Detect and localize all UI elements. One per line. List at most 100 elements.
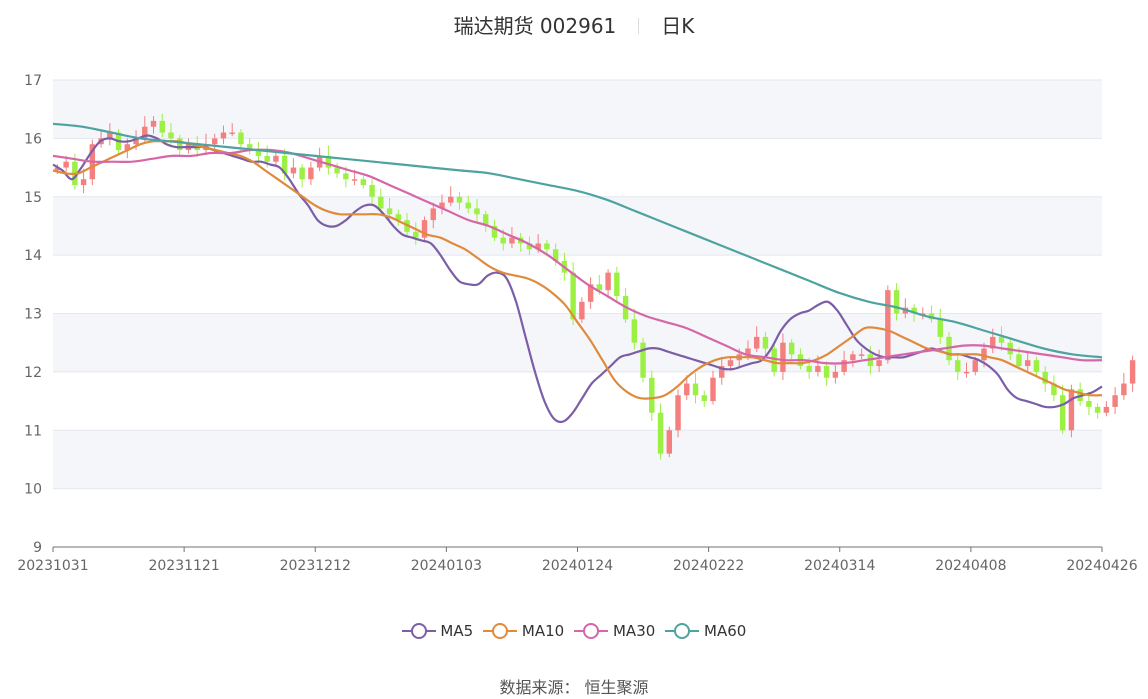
candle: [1059, 395, 1066, 431]
candles: [54, 113, 1136, 460]
candle: [421, 220, 428, 238]
plot-bands: [53, 80, 1102, 489]
candle: [273, 155, 279, 162]
legend-item-ma10[interactable]: MA10: [483, 622, 564, 640]
candle: [1051, 383, 1057, 396]
legend-label: MA60: [699, 622, 747, 640]
candle: [911, 307, 917, 314]
candle: [456, 196, 463, 203]
candle: [745, 348, 751, 355]
candle: [885, 290, 891, 361]
candle: [657, 412, 664, 454]
chart-title: 瑞达期货 002961 日K: [0, 10, 1148, 39]
candle: [614, 272, 620, 296]
candle: [281, 155, 288, 174]
candle: [369, 185, 375, 197]
ma-line-ma30: [52, 148, 1103, 365]
candle: [858, 354, 865, 356]
candle: [255, 150, 262, 156]
candle: [142, 126, 148, 139]
candle: [675, 395, 681, 431]
x-tick-label: 20231212: [280, 558, 351, 574]
candle: [552, 249, 559, 261]
x-tick-label: 20240408: [935, 558, 1006, 574]
candle: [107, 132, 113, 139]
candle: [491, 225, 498, 238]
x-tick-label: 20240103: [411, 558, 482, 574]
candle: [972, 360, 978, 372]
legend: MA5 MA10 MA30 MA60: [0, 622, 1148, 640]
title-separator: [638, 18, 640, 34]
legend-label: MA10: [517, 622, 565, 640]
legend-marker: [674, 623, 691, 639]
candle: [535, 243, 541, 250]
candle: [684, 383, 690, 396]
candle: [570, 272, 576, 320]
candle: [1016, 354, 1022, 367]
y-tick-label: 9: [33, 540, 42, 556]
candle: [246, 144, 253, 151]
y-tick-label: 12: [24, 365, 42, 381]
y-tick-label: 10: [24, 482, 42, 498]
candle: [1129, 360, 1136, 384]
candle: [343, 173, 349, 180]
candle: [413, 231, 419, 238]
candle: [850, 354, 856, 361]
candle: [378, 196, 384, 209]
candle: [133, 138, 139, 145]
candle: [1068, 389, 1075, 431]
x-tick-label: 20240426: [1066, 558, 1137, 574]
legend-item-ma60[interactable]: MA60: [665, 622, 746, 640]
legend-symbol: [401, 623, 436, 639]
legend-label: MA30: [608, 622, 656, 640]
candle: [596, 284, 603, 291]
candle: [1033, 360, 1040, 372]
y-axis-ticks: 9 10 11 12 13 14 15 16 17: [24, 73, 42, 556]
legend-marker: [583, 623, 600, 639]
x-tick-label: 20231031: [17, 558, 88, 574]
ma-line-ma60: [52, 122, 1103, 359]
candle: [579, 301, 585, 320]
candle: [780, 342, 786, 372]
y-tick-label: 14: [24, 248, 42, 264]
candle: [1086, 401, 1092, 407]
candle: [981, 348, 987, 361]
candle: [1121, 383, 1127, 396]
candle: [395, 214, 402, 221]
candle: [360, 179, 367, 186]
candle: [544, 243, 550, 250]
candle: [150, 120, 157, 127]
legend-item-ma5[interactable]: MA5: [401, 622, 473, 640]
candle: [587, 284, 594, 302]
candle: [1024, 360, 1031, 367]
candle: [771, 348, 777, 372]
candle: [483, 214, 489, 226]
candle: [937, 319, 943, 337]
candle: [963, 371, 970, 374]
candle: [876, 360, 882, 367]
x-tick-label: 20240314: [804, 558, 875, 574]
y-tick-label: 16: [24, 131, 42, 147]
candle: [701, 395, 707, 402]
candle: [841, 360, 847, 372]
candle: [631, 319, 638, 343]
candle: [1094, 406, 1101, 413]
candle: [500, 237, 506, 244]
moving-averages: [52, 122, 1103, 424]
candle: [526, 243, 533, 250]
candle: [998, 336, 1005, 343]
legend-symbol: [665, 623, 700, 639]
candle: [806, 366, 812, 372]
candle: [788, 342, 795, 355]
candle: [430, 208, 436, 221]
legend-item-ma30[interactable]: MA30: [574, 622, 655, 640]
candle: [308, 167, 314, 180]
candle: [448, 196, 454, 203]
candle: [238, 132, 244, 145]
candle: [465, 202, 471, 209]
candle: [815, 366, 821, 372]
data-source: 数据来源： 恒生聚源: [499, 678, 649, 697]
plot-band: [53, 196, 1102, 256]
candle: [762, 336, 769, 349]
candle: [220, 132, 227, 139]
